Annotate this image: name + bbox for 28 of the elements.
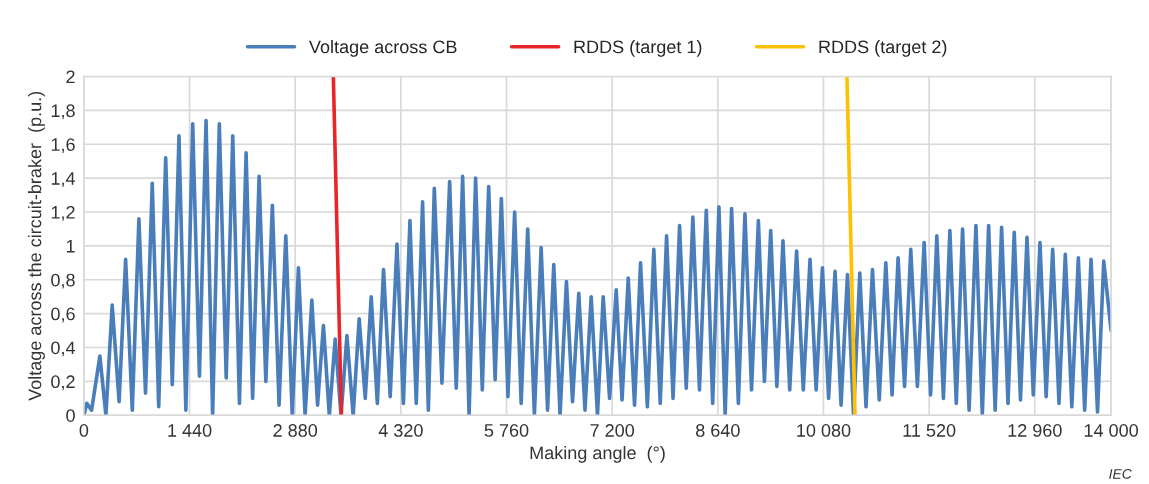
x-tick-label: 12 960	[1008, 424, 1062, 437]
x-tick-label: 0	[79, 424, 89, 437]
y-tick-label: 1,6	[51, 138, 75, 154]
y-tick-label: 2	[66, 70, 75, 84]
legend-label: RDDS (target 1)	[574, 40, 702, 57]
y-tick-label: 0,6	[51, 307, 75, 323]
y-tick-label: 1,2	[51, 205, 75, 221]
legend-label: RDDS (target 2)	[819, 40, 947, 57]
x-tick-label: 4 320	[378, 424, 423, 437]
y-tick-label: 1	[66, 239, 75, 253]
y-tick-label: 0,2	[51, 375, 75, 391]
y-axis-title: Voltage across the circuit-braker (p.u.)	[28, 91, 45, 401]
legend-label: Voltage across CB	[309, 40, 457, 57]
x-tick-label: 5 760	[484, 424, 529, 437]
x-tick-label: 14 000	[1084, 424, 1138, 437]
x-axis-title: Making angle (°)	[530, 445, 665, 463]
x-tick-label: 11 520	[903, 424, 956, 437]
y-tick-label: 0,8	[51, 273, 75, 289]
y-tick-label: 0	[66, 409, 75, 422]
x-tick-label: 8 640	[696, 424, 740, 437]
y-tick-label: 1,8	[51, 104, 75, 120]
x-tick-label: 1 440	[168, 424, 212, 437]
text: IEC	[1109, 469, 1132, 479]
x-tick-label: 2 880	[273, 424, 318, 437]
y-tick-label: 1,4	[51, 172, 76, 187]
y-tick-label: 0,4	[51, 341, 76, 357]
x-tick-label: 7 200	[590, 424, 635, 437]
x-tick-label: 10 080	[797, 424, 851, 437]
